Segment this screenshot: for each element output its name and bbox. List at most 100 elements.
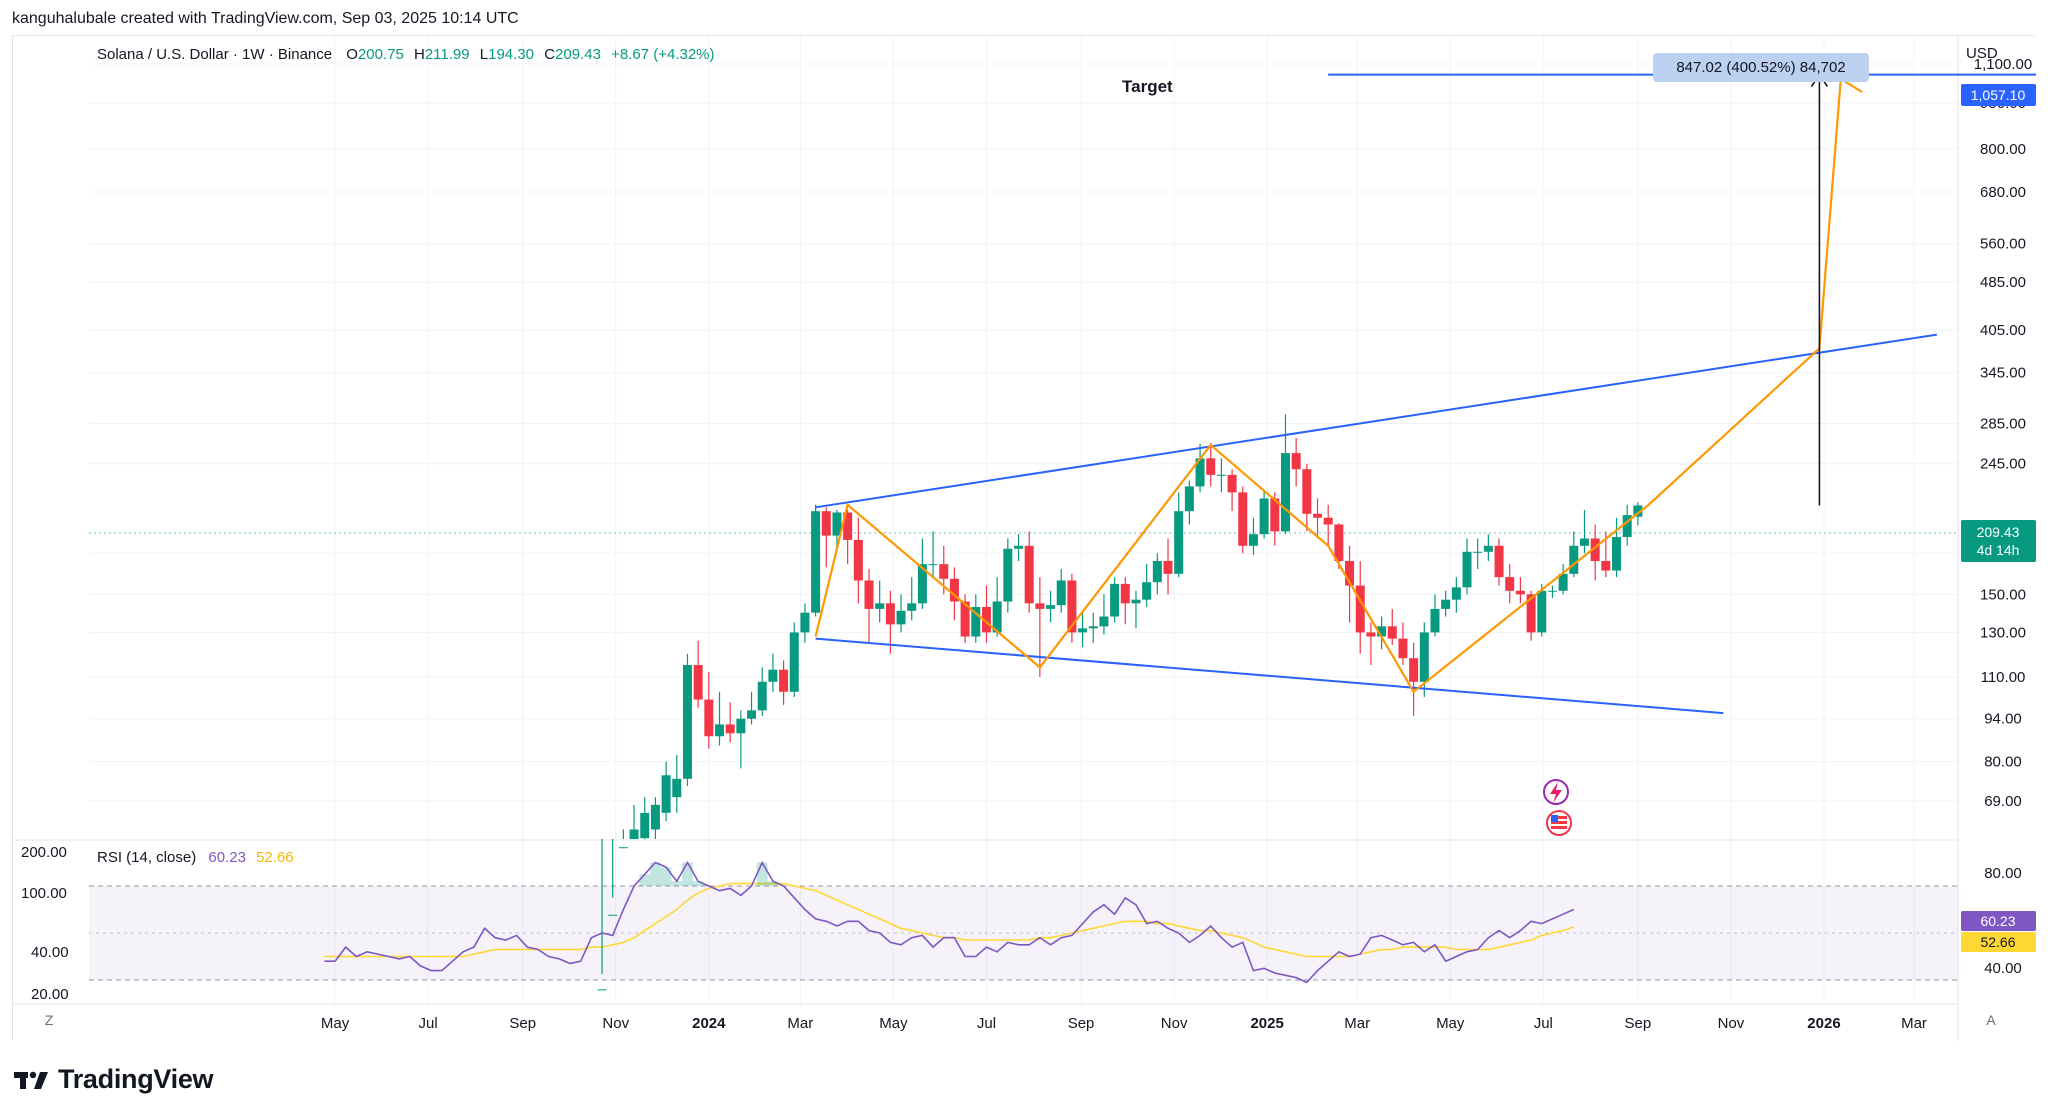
rsi-overbought-fill bbox=[671, 881, 683, 886]
zoom-button[interactable]: Z bbox=[45, 1012, 54, 1028]
time-tick-label: Sep bbox=[1625, 1015, 1652, 1032]
candle-body bbox=[1184, 486, 1194, 512]
candle-body bbox=[779, 669, 789, 692]
candle-body bbox=[1024, 545, 1034, 604]
price-tick-label: 110.00 bbox=[1981, 669, 2026, 686]
last-price-badge bbox=[1961, 520, 2036, 562]
price-tick-label: 485.00 bbox=[1980, 274, 2026, 291]
time-tick-label: Nov bbox=[602, 1015, 629, 1032]
candle-body bbox=[853, 539, 863, 581]
drawing-layer bbox=[814, 73, 2048, 715]
candle-body bbox=[1494, 545, 1504, 578]
time-tick-label: 2026 bbox=[1807, 1015, 1840, 1032]
candle-body bbox=[1248, 534, 1258, 546]
rsi-value: 60.23 bbox=[208, 849, 246, 866]
candle-body bbox=[1014, 545, 1024, 549]
tradingview-logo-text: TradingView bbox=[58, 1064, 214, 1094]
rsi-ma-badge bbox=[1961, 932, 2036, 952]
candle-body bbox=[1355, 585, 1365, 633]
time-tick-label: Nov bbox=[1718, 1015, 1745, 1032]
candle-body bbox=[1067, 580, 1077, 633]
rsi-overbought-fill bbox=[756, 862, 768, 886]
candle-body bbox=[693, 665, 703, 700]
time-tick-label: May bbox=[321, 1015, 350, 1032]
candle-body bbox=[1174, 511, 1184, 574]
candle-body bbox=[971, 607, 981, 637]
rsi-left-tick-40: 40.00 bbox=[31, 944, 69, 961]
candle-body bbox=[1110, 583, 1120, 617]
time-tick-label: Jul bbox=[1534, 1015, 1553, 1032]
candle-body bbox=[1131, 599, 1141, 604]
rsi-overbought-fill bbox=[692, 881, 704, 886]
price-tick-label: 80.00 bbox=[1984, 754, 2022, 771]
auto-scale-button[interactable]: A bbox=[1986, 1012, 1996, 1028]
time-tick-label: Sep bbox=[509, 1015, 536, 1032]
candle-body bbox=[1334, 524, 1344, 562]
candle-body bbox=[618, 847, 628, 849]
candle-body bbox=[1558, 573, 1568, 591]
rsi-left-tick-20: 20.00 bbox=[31, 986, 69, 1003]
legend-close-label: C bbox=[544, 46, 555, 63]
price-tick-label: 130.00 bbox=[1980, 624, 2026, 641]
candle-body bbox=[875, 603, 885, 609]
price-tick-label: 245.00 bbox=[1980, 456, 2026, 473]
candle-body bbox=[1046, 605, 1056, 609]
candle-body bbox=[1569, 545, 1579, 574]
candle-body bbox=[960, 601, 970, 637]
candle-body bbox=[1142, 582, 1152, 600]
candle-body bbox=[1088, 626, 1098, 629]
candle-body bbox=[1366, 632, 1376, 637]
rsi-line bbox=[324, 860, 1575, 984]
price-tick-label: 680.00 bbox=[1980, 184, 2026, 201]
candle-body bbox=[1035, 603, 1045, 609]
time-tick-label: Sep bbox=[1068, 1015, 1095, 1032]
time-tick-label: Nov bbox=[1161, 1015, 1188, 1032]
currency-label[interactable]: USD bbox=[1966, 45, 1998, 62]
tradingview-logo[interactable]: TradingView bbox=[14, 1064, 214, 1095]
rsi-band-fill bbox=[89, 886, 1958, 980]
chart-svg[interactable]: 69.0080.0094.00110.00130.00150.00175.002… bbox=[13, 36, 2048, 1041]
candle-body bbox=[715, 724, 725, 737]
candle-body bbox=[1238, 492, 1248, 546]
time-tick-label: May bbox=[879, 1015, 908, 1032]
rsi-legend: RSI (14, close) 60.23 52.66 bbox=[97, 849, 294, 866]
candle-body bbox=[1270, 498, 1280, 532]
candle-body bbox=[1483, 545, 1493, 552]
time-tick-label: Mar bbox=[787, 1015, 813, 1032]
rsi-overbought-fill bbox=[767, 881, 779, 886]
candle-body bbox=[650, 804, 660, 830]
candle-body bbox=[1622, 515, 1632, 538]
price-tick-label: 405.00 bbox=[1980, 322, 2026, 339]
candle-body bbox=[1441, 599, 1451, 609]
us-flag-event-icon[interactable] bbox=[1546, 810, 1572, 836]
time-tick-label: 2024 bbox=[692, 1015, 726, 1032]
last-price-label: 209.43 bbox=[1977, 524, 2020, 540]
candle-body bbox=[896, 610, 906, 625]
rsi-left-tick-200: 200.00 bbox=[21, 844, 67, 861]
countdown-label: 4d 14h bbox=[1977, 542, 2020, 558]
candle-layer bbox=[597, 414, 1643, 991]
candle-body bbox=[1387, 626, 1397, 639]
candle-body bbox=[992, 601, 1002, 633]
candle-body bbox=[1206, 458, 1216, 475]
candle-body bbox=[1280, 453, 1290, 532]
candle-body bbox=[1323, 517, 1333, 525]
time-tick-label: Mar bbox=[1344, 1015, 1370, 1032]
candle-body bbox=[1313, 513, 1323, 518]
candle-body bbox=[811, 511, 821, 613]
rsi-overbought-fill bbox=[682, 862, 693, 886]
legend-high-label: H bbox=[414, 46, 425, 63]
candle-body bbox=[1377, 626, 1387, 637]
rsi-layer bbox=[324, 860, 1575, 984]
legend-low-label: L bbox=[480, 46, 488, 63]
candle-body bbox=[800, 612, 810, 633]
candle-body bbox=[1259, 498, 1269, 535]
candle-body bbox=[1078, 628, 1088, 633]
chart-frame[interactable]: 69.0080.0094.00110.00130.00150.00175.002… bbox=[12, 35, 2048, 1041]
candle-body bbox=[917, 564, 927, 604]
candle-body bbox=[1633, 505, 1643, 517]
trendline-upper bbox=[815, 333, 1938, 509]
candle-body bbox=[1612, 537, 1622, 571]
lightning-event-icon[interactable] bbox=[1543, 779, 1569, 805]
price-tick-label: 94.00 bbox=[1984, 711, 2022, 728]
